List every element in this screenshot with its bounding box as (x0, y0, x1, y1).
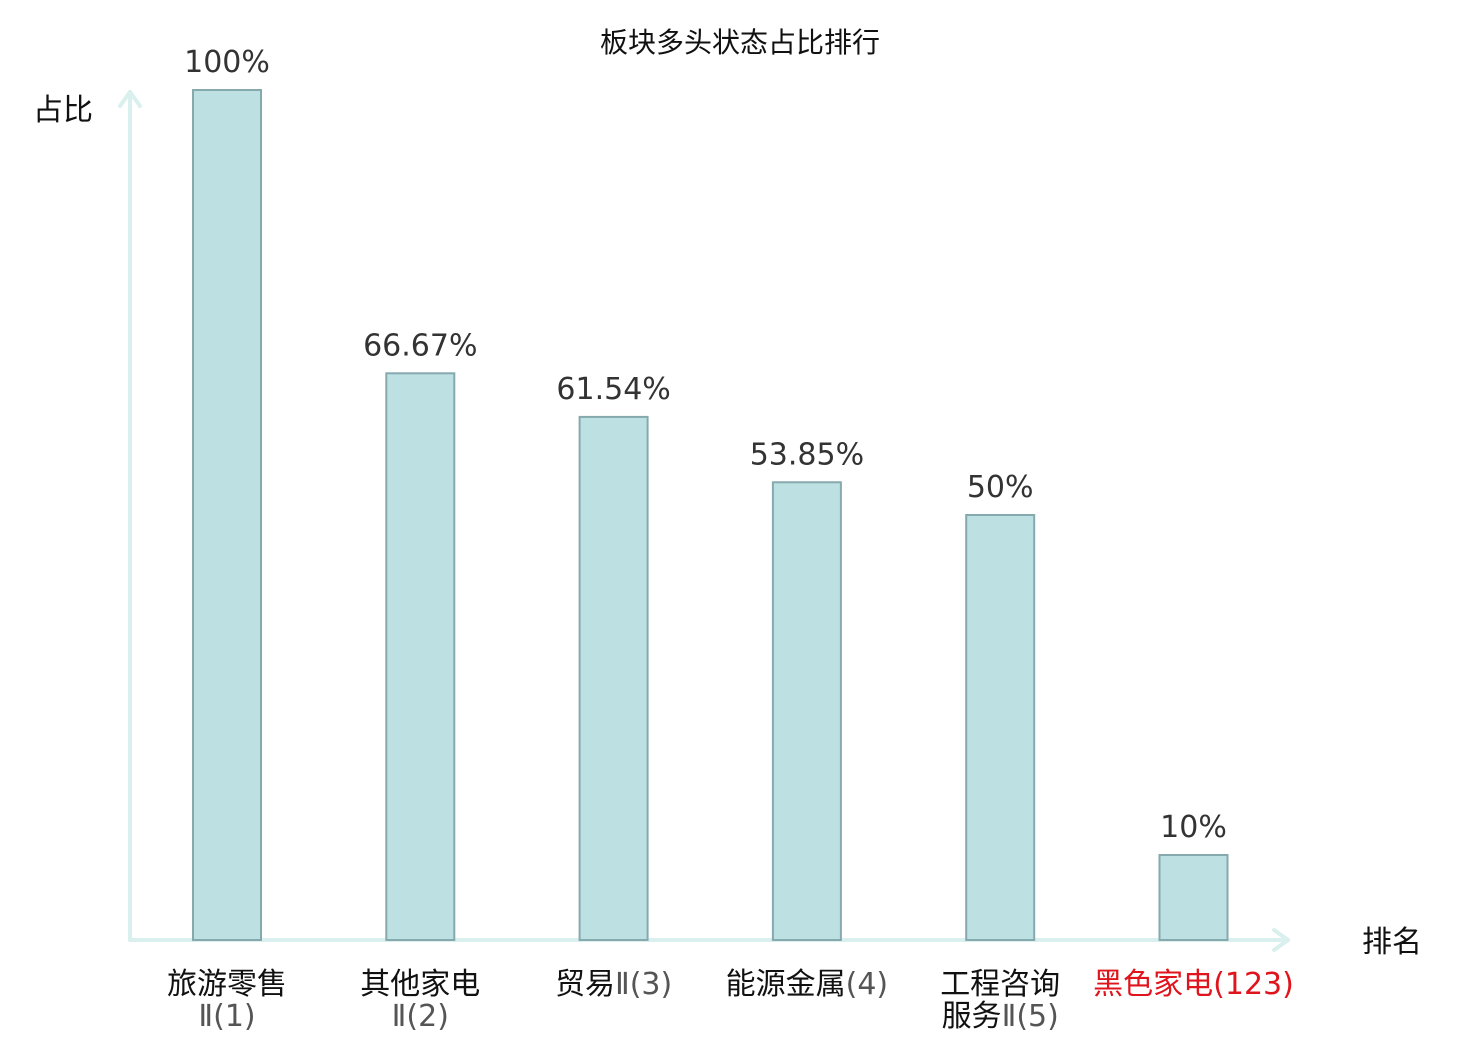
x-tick-label: 其他家电 (360, 967, 480, 1002)
x-axis-label: 排名 (1362, 925, 1422, 960)
x-tick-label: 旅游零售 (167, 967, 287, 1002)
chart-title: 板块多头状态占比排行 (600, 26, 880, 59)
x-tick-label: 黑色家电(123) (1093, 967, 1294, 1002)
data-label: 50% (967, 470, 1034, 505)
x-tick-label: 能源金属(4) (726, 967, 889, 1002)
bar (385, 372, 456, 941)
x-tick-label: 服务Ⅱ(5) (942, 999, 1059, 1034)
x-tick-label: 贸易Ⅱ(3) (555, 967, 672, 1002)
data-label: 61.54% (556, 372, 670, 407)
bar (1158, 854, 1229, 941)
x-tick-label: Ⅱ(2) (392, 999, 449, 1034)
data-label: 66.67% (363, 328, 477, 363)
data-label: 100% (184, 45, 270, 80)
value-labels: 100% 66.67% 61.54% 53.85% 50% 10% (184, 45, 1227, 845)
data-label: 53.85% (750, 437, 864, 472)
axes (118, 90, 1290, 952)
x-tick-label: Ⅱ(1) (198, 999, 255, 1034)
x-tick-label: 工程咨询 (940, 967, 1060, 1002)
bar (578, 415, 649, 942)
bar (771, 481, 842, 941)
data-label: 10% (1160, 810, 1227, 845)
y-axis-label: 占比 (33, 93, 93, 128)
y-axis-arrow (118, 90, 142, 108)
bar (192, 89, 262, 941)
bar (965, 514, 1036, 941)
bars (192, 89, 1229, 942)
x-axis-arrow (1272, 928, 1290, 952)
